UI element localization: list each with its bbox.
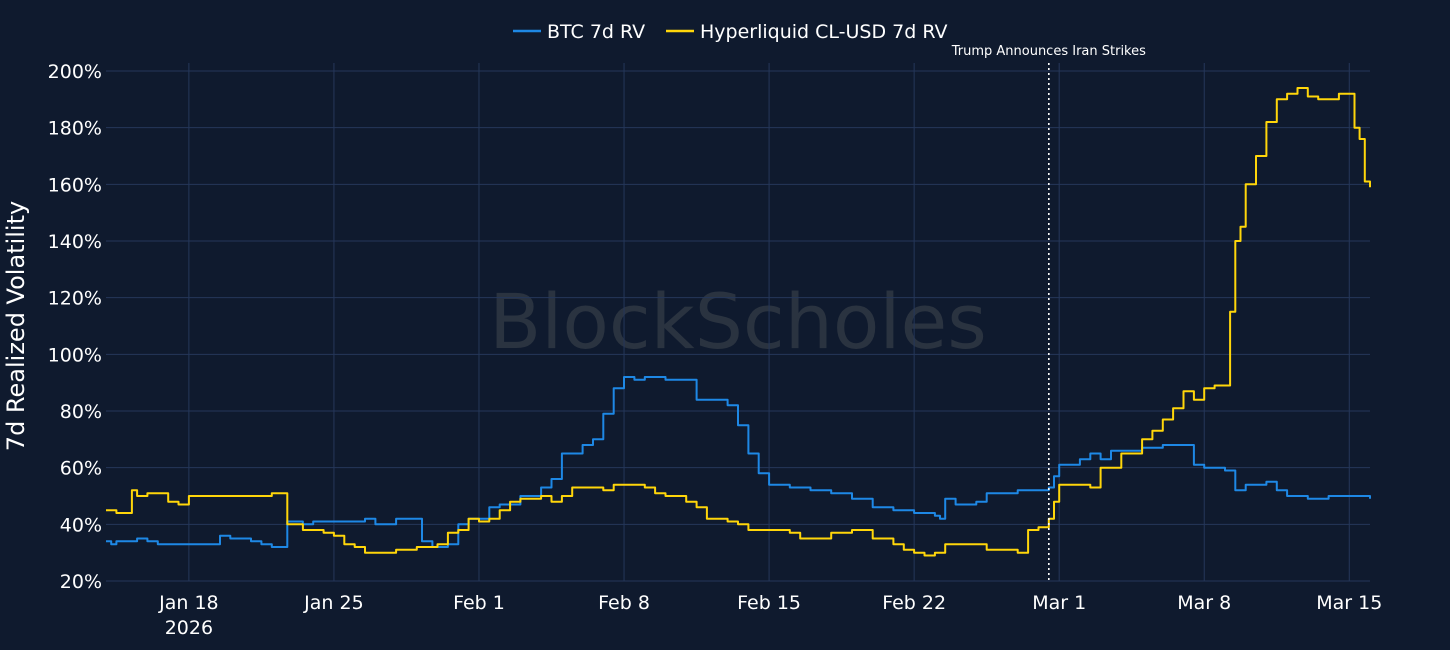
x-tick-label: Feb 1 [453, 592, 505, 614]
y-axis-ticks: 20% 40% 60% 80% 100% 120% 140% 160% 180% 200% [48, 61, 102, 593]
x-axis-ticks: Jan 18 2026 Jan 25 Feb 1 Feb 8 Feb 15 Feb 22 Ma… [158, 592, 1382, 639]
y-axis-title: 7d Realized Volatility [2, 201, 30, 451]
series-line-1 [106, 87, 1371, 557]
x-tick-label: Jan 18 [158, 592, 219, 614]
legend[interactable]: BTC 7d RV Hyperliquid CL-USD 7d RV [513, 21, 948, 43]
legend-label: Hyperliquid CL-USD 7d RV [700, 21, 948, 43]
y-tick-label: 20% [60, 571, 102, 593]
x-tick-label: Feb 15 [737, 592, 801, 614]
y-tick-label: 200% [48, 61, 102, 83]
y-tick-label: 80% [60, 401, 102, 423]
y-tick-label: 100% [48, 344, 102, 366]
series-layer [106, 87, 1371, 557]
x-tick-sublabel: 2026 [165, 617, 213, 639]
y-tick-label: 160% [48, 174, 102, 196]
x-tick-label: Mar 1 [1032, 592, 1086, 614]
y-tick-label: 60% [60, 458, 102, 480]
x-tick-label: Jan 25 [303, 592, 364, 614]
annotation: Trump Announces Iran Strikes [951, 44, 1146, 581]
annotation-label: Trump Announces Iran Strikes [951, 44, 1146, 59]
legend-item-1[interactable]: Hyperliquid CL-USD 7d RV [666, 21, 948, 43]
y-tick-label: 40% [60, 514, 102, 536]
y-tick-label: 180% [48, 118, 102, 140]
x-tick-label: Feb 8 [598, 592, 650, 614]
y-tick-label: 140% [48, 231, 102, 253]
grid-lines [106, 63, 1370, 582]
legend-label: BTC 7d RV [547, 21, 645, 43]
x-tick-label: Mar 8 [1177, 592, 1231, 614]
x-tick-label: Feb 22 [882, 592, 946, 614]
watermark: BlockScholes [489, 277, 987, 366]
legend-item-0[interactable]: BTC 7d RV [513, 21, 645, 43]
x-tick-label: Mar 15 [1316, 592, 1382, 614]
series-line-0 [106, 376, 1371, 548]
y-tick-label: 120% [48, 288, 102, 310]
